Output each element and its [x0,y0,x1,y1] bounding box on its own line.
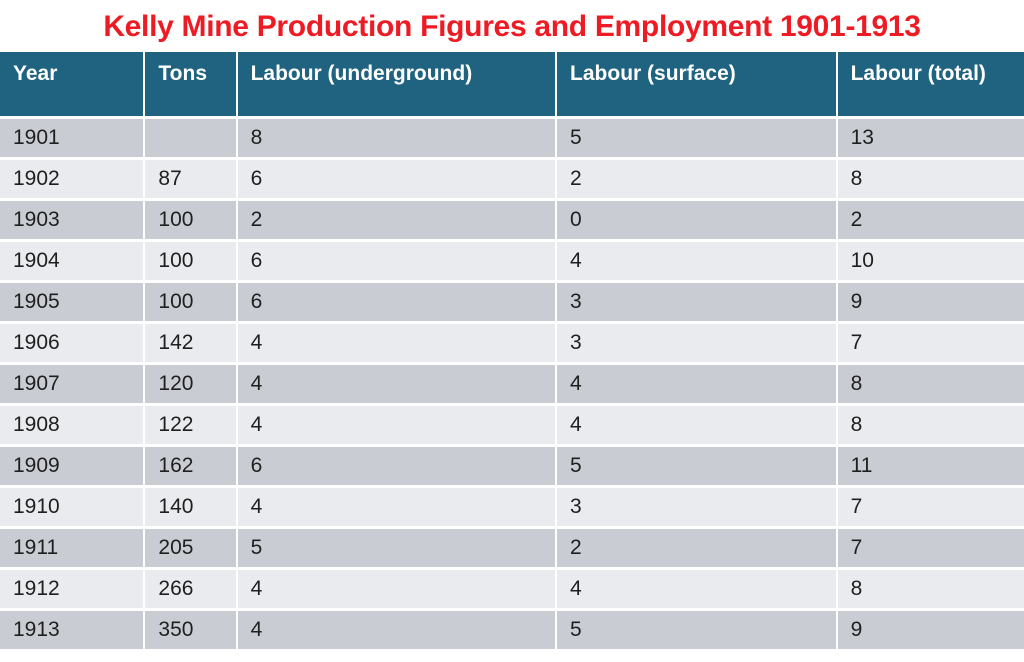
cell-tons: 205 [145,529,238,570]
page-title: Kelly Mine Production Figures and Employ… [103,10,921,43]
cell-labour-surface: 4 [557,406,838,447]
cell-labour-surface: 2 [557,529,838,570]
cell-year: 1903 [0,201,146,242]
cell-year: 1905 [0,283,146,324]
cell-labour-surface: 4 [557,242,838,283]
cell-labour-total: 7 [837,488,1024,529]
cell-labour-total: 8 [837,160,1024,201]
cell-labour-surface: 4 [557,365,838,406]
cell-labour-surface: 5 [557,611,838,652]
cell-tons: 122 [145,406,238,447]
cell-labour-total: 7 [837,324,1024,365]
cell-tons: 140 [145,488,238,529]
cell-tons: 266 [145,570,238,611]
cell-labour-total: 8 [837,406,1024,447]
cell-labour-underground: 6 [237,447,558,488]
cell-tons: 100 [145,283,238,324]
table-header: Year Tons Labour (underground) Labour (surf… [0,52,1024,119]
cell-year: 1902 [0,160,146,201]
table-row: 1905 100 6 3 9 [0,283,1024,324]
cell-year: 1908 [0,406,146,447]
cell-year: 1909 [0,447,146,488]
cell-year: 1913 [0,611,146,652]
cell-tons: 87 [145,160,238,201]
cell-labour-surface: 3 [557,488,838,529]
table-row: 1910 140 4 3 7 [0,488,1024,529]
cell-labour-total: 9 [837,611,1024,652]
cell-labour-surface: 2 [557,160,838,201]
table-row: 1904 100 6 4 10 [0,242,1024,283]
table-row: 1902 87 6 2 8 [0,160,1024,201]
cell-tons: 100 [145,242,238,283]
cell-tons: 142 [145,324,238,365]
cell-labour-surface: 0 [557,201,838,242]
cell-labour-underground: 6 [237,160,558,201]
cell-year: 1912 [0,570,146,611]
cell-year: 1911 [0,529,146,570]
cell-labour-underground: 4 [237,488,558,529]
table-row: 1912 266 4 4 8 [0,570,1024,611]
cell-tons: 162 [145,447,238,488]
cell-labour-surface: 5 [557,447,838,488]
cell-labour-total: 10 [837,242,1024,283]
table-row: 1908 122 4 4 8 [0,406,1024,447]
cell-year: 1910 [0,488,146,529]
cell-labour-underground: 6 [237,242,558,283]
column-header: Tons [145,52,238,119]
table-row: 1913 350 4 5 9 [0,611,1024,652]
cell-labour-underground: 4 [237,611,558,652]
table-row: 1907 120 4 4 8 [0,365,1024,406]
cell-labour-surface: 5 [557,119,838,160]
cell-labour-underground: 4 [237,324,558,365]
cell-year: 1904 [0,242,146,283]
cell-labour-total: 9 [837,283,1024,324]
cell-year: 1907 [0,365,146,406]
cell-labour-total: 11 [837,447,1024,488]
cell-labour-surface: 3 [557,324,838,365]
cell-tons: 100 [145,201,238,242]
cell-labour-surface: 4 [557,570,838,611]
cell-labour-underground: 8 [237,119,558,160]
cell-labour-underground: 5 [237,529,558,570]
table-row: 1906 142 4 3 7 [0,324,1024,365]
table-row: 1901 8 5 13 [0,119,1024,160]
cell-labour-underground: 4 [237,570,558,611]
column-header: Year [0,52,146,119]
cell-labour-underground: 2 [237,201,558,242]
cell-labour-total: 8 [837,365,1024,406]
table-row: 1909 162 6 5 11 [0,447,1024,488]
cell-labour-total: 13 [837,119,1024,160]
cell-year: 1901 [0,119,146,160]
cell-labour-total: 2 [837,201,1024,242]
cell-labour-total: 7 [837,529,1024,570]
column-header: Labour (underground) [237,52,558,119]
cell-year: 1906 [0,324,146,365]
cell-tons: 120 [145,365,238,406]
cell-labour-total: 8 [837,570,1024,611]
table-row: 1903 100 2 0 2 [0,201,1024,242]
cell-tons [145,119,238,160]
table-row: 1911 205 5 2 7 [0,529,1024,570]
table-body: 1901 8 5 13 1902 87 6 2 8 1903 100 2 0 2 1904 100 6 4 10 19… [0,119,1024,652]
production-table: Year Tons Labour (underground) Labour (surf… [0,52,1024,652]
header-row: Year Tons Labour (underground) Labour (surf… [0,52,1024,119]
column-header: Labour (surface) [557,52,838,119]
cell-labour-underground: 4 [237,406,558,447]
cell-labour-underground: 6 [237,283,558,324]
cell-labour-underground: 4 [237,365,558,406]
cell-tons: 350 [145,611,238,652]
cell-labour-surface: 3 [557,283,838,324]
column-header: Labour (total) [837,52,1024,119]
